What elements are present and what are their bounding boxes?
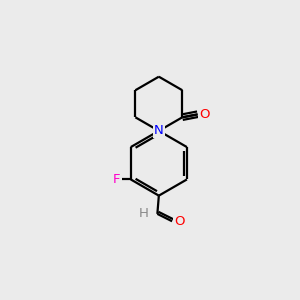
Text: O: O bbox=[174, 215, 185, 228]
Text: N: N bbox=[154, 124, 164, 137]
Text: O: O bbox=[199, 108, 209, 121]
Text: H: H bbox=[139, 207, 148, 220]
Text: F: F bbox=[112, 173, 120, 186]
